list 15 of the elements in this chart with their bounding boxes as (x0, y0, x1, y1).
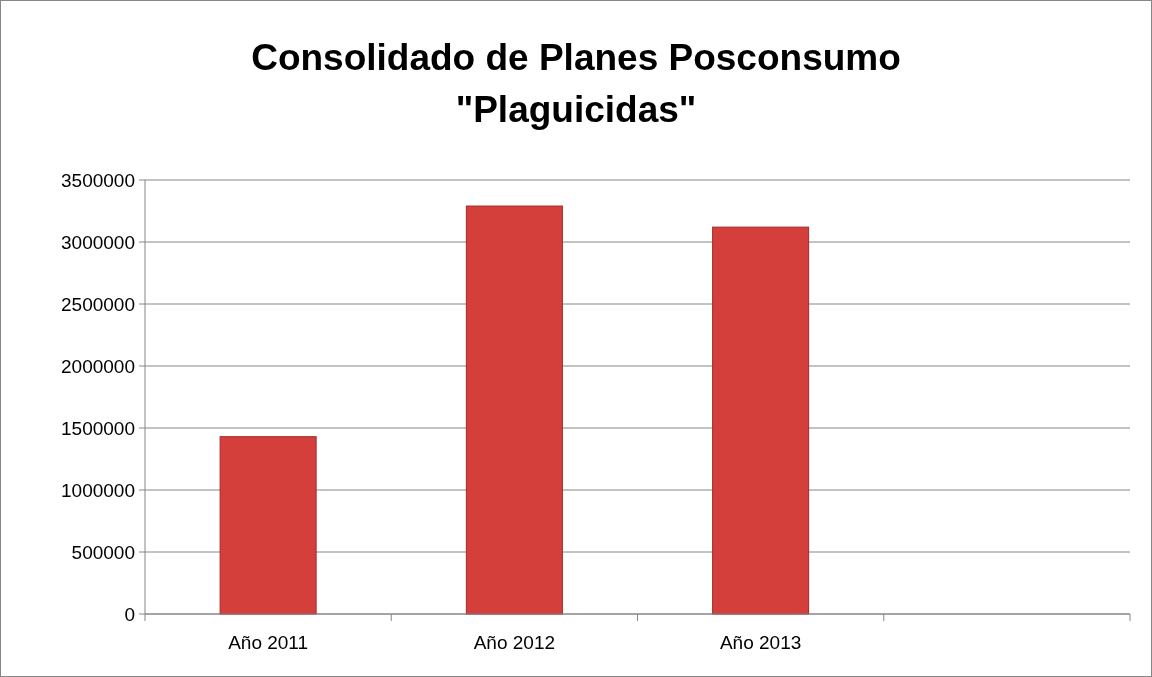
y-tick-label: 3500000 (61, 169, 135, 191)
y-tick-label: 1500000 (61, 417, 135, 439)
x-tick-label: Año 2011 (228, 632, 309, 653)
y-tick-label: 3000000 (61, 231, 135, 253)
y-tick-label: 1000000 (61, 479, 135, 501)
y-tick-label: 2500000 (61, 293, 135, 315)
x-tick-label: Año 2012 (473, 632, 556, 653)
bar (219, 436, 317, 615)
chart-title: Consolidado de Planes Posconsumo "Plaguicidas" (251, 37, 901, 130)
bar (712, 226, 810, 615)
bar (465, 205, 563, 615)
y-tick-label: 500000 (71, 541, 135, 563)
y-tick-label: 0 (124, 603, 135, 625)
x-tick-label: Año 2013 (719, 632, 802, 653)
y-tick-label: 2000000 (61, 355, 135, 377)
